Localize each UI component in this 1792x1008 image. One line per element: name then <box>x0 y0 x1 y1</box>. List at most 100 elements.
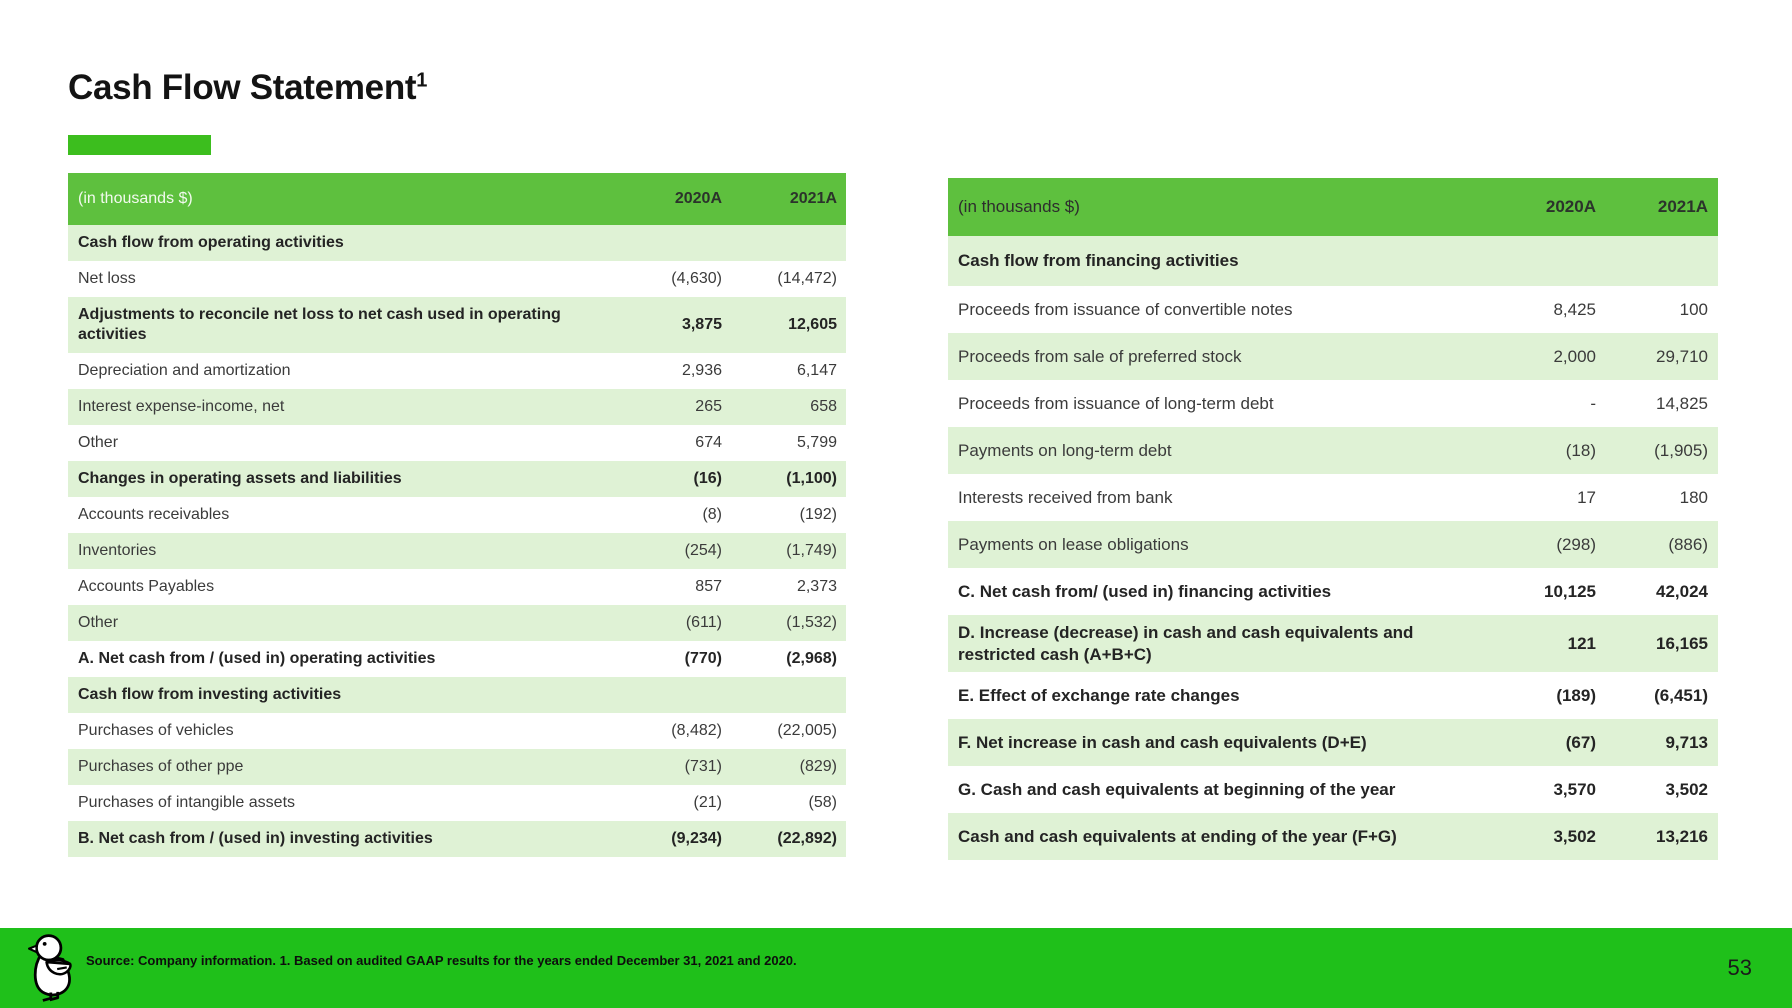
row-label: Cash and cash equivalents at ending of t… <box>958 826 1397 846</box>
value-2020a: 10,125 <box>1544 581 1596 601</box>
value-2021a: (1,749) <box>786 542 837 559</box>
value-2020a: (611) <box>685 614 722 631</box>
value-2020a: (67) <box>1565 732 1596 752</box>
table-row: Changes in operating assets and liabilit… <box>68 461 846 497</box>
value-2021a: (6,451) <box>1654 685 1708 705</box>
value-2020a: (21) <box>693 794 722 811</box>
table-row: Proceeds from issuance of long-term debt… <box>948 380 1718 427</box>
page-title: Cash Flow Statement1 <box>68 68 427 108</box>
value-2021a: 9,713 <box>1665 732 1708 752</box>
table-row: Adjustments to reconcile net loss to net… <box>68 297 846 353</box>
value-2020a: 2,936 <box>681 362 722 379</box>
table-row: Cash and cash equivalents at ending of t… <box>948 813 1718 860</box>
table-row: Accounts Payables 857 2,373 <box>68 569 846 605</box>
row-label: Adjustments to reconcile net loss to net… <box>78 306 561 343</box>
row-label: Proceeds from issuance of convertible no… <box>958 299 1293 319</box>
row-label: F. Net increase in cash and cash equival… <box>958 732 1367 752</box>
table-row: Payments on long-term debt (18) (1,905) <box>948 427 1718 474</box>
table-row: Purchases of vehicles (8,482) (22,005) <box>68 713 846 749</box>
value-2020a: (8,482) <box>671 722 722 739</box>
row-label: Depreciation and amortization <box>78 362 291 379</box>
value-2020a: (189) <box>1556 685 1596 705</box>
value-2020a: (8) <box>702 506 722 523</box>
value-2021a: 12,605 <box>788 316 837 333</box>
unit-label: (in thousands $) <box>78 190 193 207</box>
value-2021a: (22,005) <box>777 722 837 739</box>
table-row: Interest expense-income, net 265 658 <box>68 389 846 425</box>
value-2021a: (829) <box>799 758 837 775</box>
value-2020a: (9,234) <box>671 830 722 847</box>
value-2021a: 6,147 <box>796 362 837 379</box>
row-label: Other <box>78 614 119 631</box>
row-label: E. Effect of exchange rate changes <box>958 685 1240 705</box>
duck-logo-icon <box>27 934 72 1002</box>
row-label: Purchases of intangible assets <box>78 794 296 811</box>
row-label: Cash flow from financing activities <box>958 251 1239 271</box>
table-header: (in thousands $) 2020A 2021A <box>68 173 846 225</box>
table-row: Accounts receivables (8) (192) <box>68 497 846 533</box>
table-row: Depreciation and amortization 2,936 6,147 <box>68 353 846 389</box>
row-label: Purchases of vehicles <box>78 722 234 739</box>
value-2020a: 3,502 <box>1553 826 1596 846</box>
value-2021a: (58) <box>808 794 837 811</box>
financing-table: (in thousands $) 2020A 2021A Cash flow from… <box>948 178 1718 860</box>
table-row: Inventories (254) (1,749) <box>68 533 846 569</box>
row-label: Cash flow from operating activities <box>78 234 344 251</box>
table-row: Payments on lease obligations (298) (886) <box>948 521 1718 568</box>
value-2020a: (731) <box>684 758 722 775</box>
page-title-text: Cash Flow Statement <box>68 68 417 107</box>
table-row: E. Effect of exchange rate changes (189) (… <box>948 672 1718 719</box>
table-row: G. Cash and cash equivalents at beginnin… <box>948 766 1718 813</box>
value-2021a: 29,710 <box>1656 346 1708 366</box>
row-label: Payments on long-term debt <box>958 440 1172 460</box>
table-row: Other (611) (1,532) <box>68 605 846 641</box>
table-row: Other 674 5,799 <box>68 425 846 461</box>
value-2020a: (4,630) <box>671 270 722 287</box>
table-row: Cash flow from operating activities <box>68 225 846 261</box>
value-2021a: (22,892) <box>777 830 837 847</box>
table-row: Purchases of other ppe (731) (829) <box>68 749 846 785</box>
value-2020a: 3,875 <box>681 316 722 333</box>
row-label: Cash flow from investing activities <box>78 686 342 703</box>
row-label: Interests received from bank <box>958 487 1173 507</box>
table-row: A. Net cash from / (used in) operating a… <box>68 641 846 677</box>
value-2021a: (886) <box>1668 534 1708 554</box>
row-label: B. Net cash from / (used in) investing a… <box>78 830 433 847</box>
row-label: Interest expense-income, net <box>78 398 285 415</box>
value-2020a: 2,000 <box>1553 346 1596 366</box>
row-label: Inventories <box>78 542 157 559</box>
row-label: Payments on lease obligations <box>958 534 1189 554</box>
value-2021a: (14,472) <box>777 270 837 287</box>
footer-bar: Source: Company information. 1. Based on… <box>0 928 1792 1008</box>
row-label: Net loss <box>78 270 136 287</box>
unit-label: (in thousands $) <box>958 197 1080 217</box>
table-header: (in thousands $) 2020A 2021A <box>948 178 1718 236</box>
title-accent-bar <box>68 135 211 155</box>
value-2021a: 14,825 <box>1656 393 1708 413</box>
value-2020a: 265 <box>695 398 722 415</box>
value-2020a: - <box>1590 393 1596 413</box>
row-label: Accounts Payables <box>78 578 215 595</box>
table-row: Net loss (4,630) (14,472) <box>68 261 846 297</box>
row-label: A. Net cash from / (used in) operating a… <box>78 650 436 667</box>
value-2021a: 5,799 <box>796 434 837 451</box>
operating-investing-table: (in thousands $) 2020A 2021A Cash flow from… <box>68 173 846 857</box>
row-label: Purchases of other ppe <box>78 758 244 775</box>
table-row: F. Net increase in cash and cash equival… <box>948 719 1718 766</box>
table-row: Proceeds from sale of preferred stock 2,0… <box>948 333 1718 380</box>
value-2020a: (16) <box>693 470 722 487</box>
footer-source-note: Source: Company information. 1. Based on… <box>86 953 797 968</box>
value-2021a: (1,532) <box>786 614 837 631</box>
table-row: Purchases of intangible assets (21) (58) <box>68 785 846 821</box>
value-2020a: (18) <box>1565 440 1596 460</box>
table-row: B. Net cash from / (used in) investing a… <box>68 821 846 857</box>
value-2021a: 42,024 <box>1656 581 1708 601</box>
value-2020a: (770) <box>684 650 722 667</box>
value-2021a: 2,373 <box>796 578 837 595</box>
value-2020a: (254) <box>684 542 722 559</box>
title-footnote-marker: 1 <box>416 69 428 92</box>
value-2020a: 3,570 <box>1553 779 1596 799</box>
value-2021a: 13,216 <box>1656 826 1708 846</box>
table-row: Cash flow from investing activities <box>68 677 846 713</box>
